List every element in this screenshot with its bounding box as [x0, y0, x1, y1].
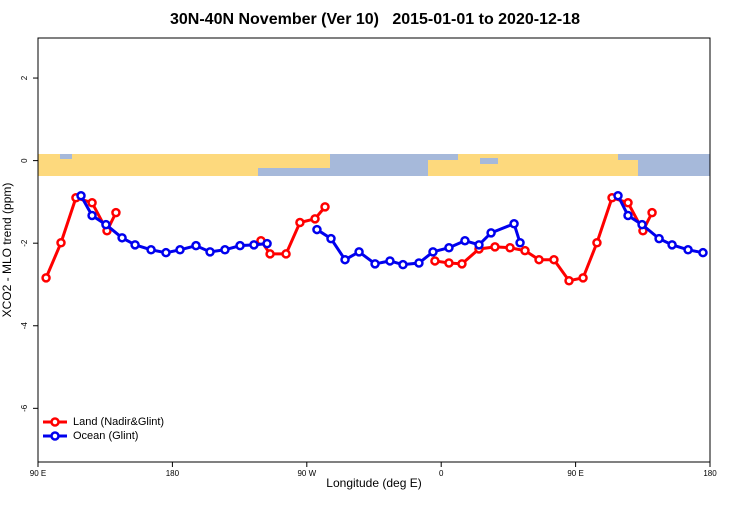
point	[295, 217, 305, 228]
point	[385, 256, 395, 266]
point	[249, 240, 259, 250]
point	[457, 259, 467, 269]
x-tick-label: 180	[166, 469, 180, 478]
point	[340, 254, 350, 265]
point	[87, 197, 97, 208]
plot-frame	[37, 37, 711, 463]
legend-marker	[50, 417, 60, 427]
point	[637, 219, 647, 230]
x-tick-label: 0	[439, 469, 444, 478]
x-tick-label: 90 E	[30, 469, 46, 478]
point	[87, 210, 97, 221]
point	[41, 273, 51, 283]
point	[505, 242, 515, 253]
point	[623, 210, 633, 221]
point	[520, 245, 530, 256]
point	[101, 219, 111, 230]
point	[667, 240, 677, 250]
point	[592, 238, 602, 248]
point	[578, 273, 588, 283]
point	[430, 256, 440, 266]
point	[564, 276, 574, 286]
point	[117, 233, 127, 243]
point	[310, 214, 320, 224]
point	[205, 247, 215, 257]
x-tick-label: 90 E	[567, 469, 583, 478]
point	[281, 249, 291, 259]
point	[444, 258, 454, 268]
point	[398, 259, 408, 270]
point	[613, 190, 623, 201]
point	[549, 254, 559, 265]
legend-label: Ocean (Glint)	[73, 430, 138, 442]
point	[220, 245, 230, 255]
point	[698, 247, 708, 258]
point	[312, 224, 322, 235]
point	[320, 202, 330, 212]
y-tick-label: -4	[20, 322, 29, 330]
x-axis-label: Longitude (deg E)	[326, 476, 421, 490]
y-tick-label: -2	[20, 239, 29, 247]
point	[428, 247, 438, 257]
point	[534, 254, 544, 265]
point	[56, 238, 66, 248]
point	[509, 219, 519, 229]
point	[370, 259, 380, 269]
point	[683, 245, 693, 255]
point	[262, 238, 272, 249]
point	[515, 238, 525, 248]
x-tick-label: 180	[703, 469, 717, 478]
point	[354, 247, 364, 257]
y-tick-label: -6	[20, 404, 29, 412]
chart-title: 30N-40N November (Ver 10) 2015-01-01 to …	[170, 11, 580, 28]
point	[654, 233, 664, 244]
point	[414, 258, 424, 268]
point	[111, 207, 121, 218]
point	[460, 235, 470, 246]
point	[265, 249, 275, 259]
y-axis-label: XCO2 - MLO trend (ppm)	[0, 183, 14, 318]
point	[474, 240, 484, 250]
point	[175, 245, 185, 255]
point	[161, 247, 171, 258]
point	[647, 207, 657, 218]
point	[191, 240, 201, 251]
point	[76, 190, 86, 201]
series-line	[44, 195, 654, 283]
y-tick-label: 2	[20, 75, 29, 80]
point	[326, 233, 336, 244]
point	[444, 242, 454, 253]
point	[235, 240, 245, 251]
legend-label: Land (Nadir&Glint)	[73, 416, 164, 428]
legend-marker	[50, 431, 60, 441]
point	[130, 240, 140, 250]
point	[146, 245, 156, 255]
point	[490, 242, 500, 252]
map-strip	[38, 154, 710, 176]
point	[623, 197, 633, 208]
y-tick-label: 0	[20, 158, 29, 163]
x-tick-label: 90 W	[297, 469, 316, 478]
point	[486, 228, 496, 238]
